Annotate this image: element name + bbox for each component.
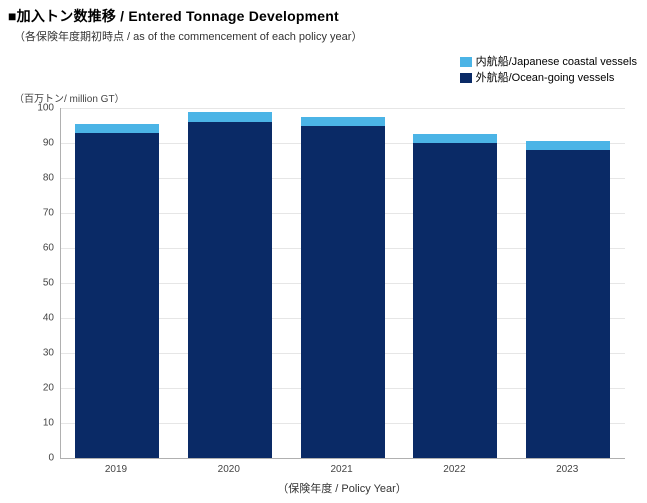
chart-title: ■加入トン数推移 / Entered Tonnage Development [8,6,339,26]
legend-label: 内航船/Japanese coastal vessels [476,54,637,70]
grid-line [61,108,625,109]
bar-group [413,134,497,458]
bar-segment [526,141,610,150]
y-tick-label: 70 [0,208,54,219]
x-axis-label: （保険年度 / Policy Year） [277,480,407,496]
chart-subtitle: （各保険年度期初時点 / as of the commencement of e… [14,28,362,44]
bar-group [301,117,385,458]
legend: 内航船/Japanese coastal vessels 外航船/Ocean-g… [460,54,637,86]
y-tick-label: 0 [0,453,54,464]
y-tick-label: 90 [0,138,54,149]
bar-segment [75,124,159,133]
x-tick-label: 2022 [443,464,465,475]
y-tick-label: 100 [0,103,54,114]
x-tick-label: 2023 [556,464,578,475]
legend-item: 外航船/Ocean-going vessels [460,70,637,86]
legend-item: 内航船/Japanese coastal vessels [460,54,637,70]
bar-segment [301,126,385,459]
x-tick-label: 2020 [218,464,240,475]
bar-segment [526,150,610,458]
bar-group [75,124,159,458]
bar-segment [413,134,497,143]
bar-group [526,141,610,458]
legend-swatch [460,73,472,83]
bar-segment [413,143,497,458]
bar-segment [301,117,385,126]
x-tick-label: 2021 [330,464,352,475]
bar-segment [75,133,159,459]
legend-label: 外航船/Ocean-going vessels [476,70,615,86]
bar-segment [188,122,272,458]
bar-group [188,112,272,459]
y-tick-label: 50 [0,278,54,289]
y-tick-label: 80 [0,173,54,184]
y-tick-label: 40 [0,313,54,324]
plot-area [60,108,625,459]
bar-segment [188,112,272,123]
x-tick-label: 2019 [105,464,127,475]
y-tick-label: 30 [0,348,54,359]
y-tick-label: 60 [0,243,54,254]
legend-swatch [460,57,472,67]
y-tick-label: 10 [0,418,54,429]
y-tick-label: 20 [0,383,54,394]
